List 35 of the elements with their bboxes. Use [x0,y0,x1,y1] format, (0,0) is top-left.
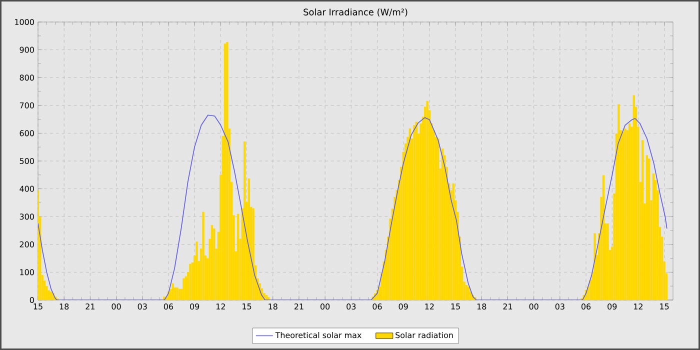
bar [202,212,204,300]
bar [468,286,470,300]
bar [196,242,198,300]
bar [236,214,240,300]
bar [224,44,226,300]
bar [50,292,52,300]
bar [648,158,650,300]
chart-title: Solar Irradiance (W/m²) [304,8,408,17]
bar [184,276,187,300]
bar [465,284,468,300]
bar [408,128,411,300]
bar [441,148,444,300]
bar [646,155,648,300]
bar [628,123,631,300]
bar [618,104,620,300]
bar [182,278,185,300]
bar [172,283,174,300]
bar [594,233,596,300]
bar [652,174,655,300]
line-series [38,114,668,300]
bar [606,224,609,300]
bar [437,138,440,300]
bar [226,42,228,300]
bar [210,224,214,300]
bar [213,228,216,300]
bar [174,287,176,300]
bar [622,132,624,300]
bar [176,287,178,300]
bar [178,288,180,300]
bar [426,100,428,300]
bar [641,140,644,300]
bar [413,125,416,300]
bar [632,95,635,300]
bar [189,264,192,300]
bar [415,122,418,300]
